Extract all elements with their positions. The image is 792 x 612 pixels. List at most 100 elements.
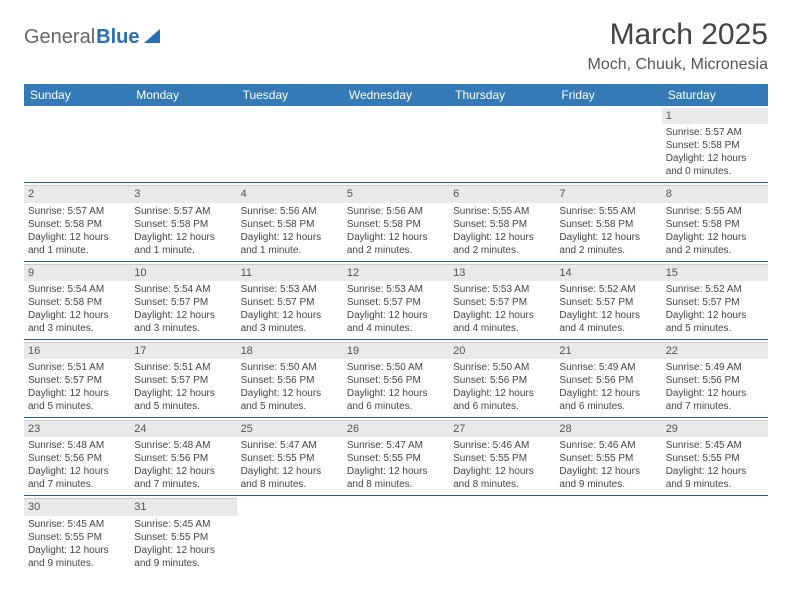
calendar-cell <box>555 106 661 183</box>
cell-sunset: Sunset: 5:56 PM <box>28 452 126 465</box>
cell-daylight2: and 5 minutes. <box>241 400 339 413</box>
cell-sunset: Sunset: 5:55 PM <box>666 452 764 465</box>
calendar-head: SundayMondayTuesdayWednesdayThursdayFrid… <box>24 84 768 106</box>
day-number: 28 <box>555 420 661 437</box>
cell-daylight1: Daylight: 12 hours <box>241 387 339 400</box>
cell-sunset: Sunset: 5:56 PM <box>453 374 551 387</box>
cell-sunrise: Sunrise: 5:53 AM <box>241 283 339 296</box>
cell-sunrise: Sunrise: 5:51 AM <box>28 361 126 374</box>
day-number: 12 <box>343 264 449 281</box>
cell-daylight1: Daylight: 12 hours <box>559 309 657 322</box>
cell-daylight2: and 2 minutes. <box>666 244 764 257</box>
cell-daylight2: and 7 minutes. <box>134 478 232 491</box>
cell-daylight2: and 3 minutes. <box>28 322 126 335</box>
cell-sunset: Sunset: 5:55 PM <box>134 531 232 544</box>
cell-sunrise: Sunrise: 5:45 AM <box>666 439 764 452</box>
cell-sunset: Sunset: 5:57 PM <box>28 374 126 387</box>
cell-sunrise: Sunrise: 5:46 AM <box>453 439 551 452</box>
day-number: 17 <box>130 342 236 359</box>
calendar-cell: 10Sunrise: 5:54 AMSunset: 5:57 PMDayligh… <box>130 261 236 339</box>
cell-sunrise: Sunrise: 5:55 AM <box>666 205 764 218</box>
day-number: 2 <box>24 185 130 202</box>
logo: GeneralBlue <box>24 26 160 49</box>
cell-daylight1: Daylight: 12 hours <box>666 231 764 244</box>
calendar-cell: 30Sunrise: 5:45 AMSunset: 5:55 PMDayligh… <box>24 496 130 574</box>
cell-sunrise: Sunrise: 5:48 AM <box>134 439 232 452</box>
cell-sunset: Sunset: 5:58 PM <box>134 218 232 231</box>
cell-sunset: Sunset: 5:56 PM <box>559 374 657 387</box>
cell-sunset: Sunset: 5:57 PM <box>347 296 445 309</box>
cell-sunset: Sunset: 5:57 PM <box>241 296 339 309</box>
cell-sunset: Sunset: 5:57 PM <box>134 296 232 309</box>
cell-daylight2: and 4 minutes. <box>347 322 445 335</box>
day-number: 27 <box>449 420 555 437</box>
cell-daylight2: and 3 minutes. <box>134 322 232 335</box>
day-number: 8 <box>662 185 768 202</box>
cell-sunset: Sunset: 5:57 PM <box>453 296 551 309</box>
cell-daylight1: Daylight: 12 hours <box>559 231 657 244</box>
calendar-row: 1Sunrise: 5:57 AMSunset: 5:58 PMDaylight… <box>24 106 768 183</box>
day-number: 23 <box>24 420 130 437</box>
cell-daylight1: Daylight: 12 hours <box>28 465 126 478</box>
calendar-cell <box>449 106 555 183</box>
calendar-cell: 1Sunrise: 5:57 AMSunset: 5:58 PMDaylight… <box>662 106 768 183</box>
cell-daylight2: and 1 minute. <box>241 244 339 257</box>
cell-daylight2: and 9 minutes. <box>559 478 657 491</box>
cell-sunset: Sunset: 5:56 PM <box>134 452 232 465</box>
calendar-cell: 25Sunrise: 5:47 AMSunset: 5:55 PMDayligh… <box>237 418 343 496</box>
cell-sunset: Sunset: 5:56 PM <box>347 374 445 387</box>
cell-sunset: Sunset: 5:55 PM <box>241 452 339 465</box>
cell-daylight2: and 3 minutes. <box>241 322 339 335</box>
header: GeneralBlue March 2025 Moch, Chuuk, Micr… <box>24 18 768 74</box>
weekday-header: Wednesday <box>343 84 449 106</box>
cell-sunrise: Sunrise: 5:51 AM <box>134 361 232 374</box>
cell-daylight1: Daylight: 12 hours <box>347 465 445 478</box>
cell-sunrise: Sunrise: 5:49 AM <box>666 361 764 374</box>
calendar-cell: 13Sunrise: 5:53 AMSunset: 5:57 PMDayligh… <box>449 261 555 339</box>
cell-daylight1: Daylight: 12 hours <box>241 231 339 244</box>
calendar-cell: 21Sunrise: 5:49 AMSunset: 5:56 PMDayligh… <box>555 339 661 417</box>
logo-text-a: General <box>24 26 95 49</box>
title-block: March 2025 Moch, Chuuk, Micronesia <box>587 18 768 74</box>
cell-sunrise: Sunrise: 5:53 AM <box>453 283 551 296</box>
cell-daylight2: and 4 minutes. <box>559 322 657 335</box>
cell-sunset: Sunset: 5:57 PM <box>666 296 764 309</box>
calendar-cell: 11Sunrise: 5:53 AMSunset: 5:57 PMDayligh… <box>237 261 343 339</box>
day-number: 19 <box>343 342 449 359</box>
cell-sunrise: Sunrise: 5:54 AM <box>134 283 232 296</box>
cell-daylight2: and 9 minutes. <box>134 557 232 570</box>
day-number: 9 <box>24 264 130 281</box>
calendar-cell: 18Sunrise: 5:50 AMSunset: 5:56 PMDayligh… <box>237 339 343 417</box>
calendar-cell <box>449 496 555 574</box>
calendar-row: 16Sunrise: 5:51 AMSunset: 5:57 PMDayligh… <box>24 339 768 417</box>
cell-sunrise: Sunrise: 5:52 AM <box>559 283 657 296</box>
cell-daylight1: Daylight: 12 hours <box>347 231 445 244</box>
cell-sunrise: Sunrise: 5:46 AM <box>559 439 657 452</box>
cell-sunrise: Sunrise: 5:48 AM <box>28 439 126 452</box>
cell-daylight1: Daylight: 12 hours <box>666 152 764 165</box>
cell-sunrise: Sunrise: 5:50 AM <box>241 361 339 374</box>
day-number: 1 <box>662 108 768 124</box>
day-number: 3 <box>130 185 236 202</box>
calendar-row: 2Sunrise: 5:57 AMSunset: 5:58 PMDaylight… <box>24 183 768 261</box>
weekday-header: Friday <box>555 84 661 106</box>
cell-sunrise: Sunrise: 5:55 AM <box>559 205 657 218</box>
cell-sunrise: Sunrise: 5:57 AM <box>666 126 764 139</box>
calendar-cell <box>343 496 449 574</box>
cell-daylight2: and 7 minutes. <box>666 400 764 413</box>
calendar-cell <box>555 496 661 574</box>
calendar-cell: 24Sunrise: 5:48 AMSunset: 5:56 PMDayligh… <box>130 418 236 496</box>
cell-daylight1: Daylight: 12 hours <box>666 309 764 322</box>
calendar-cell: 6Sunrise: 5:55 AMSunset: 5:58 PMDaylight… <box>449 183 555 261</box>
weekday-header: Thursday <box>449 84 555 106</box>
cell-daylight1: Daylight: 12 hours <box>559 387 657 400</box>
calendar-table: SundayMondayTuesdayWednesdayThursdayFrid… <box>24 84 768 574</box>
day-number: 20 <box>449 342 555 359</box>
calendar-row: 23Sunrise: 5:48 AMSunset: 5:56 PMDayligh… <box>24 418 768 496</box>
calendar-cell: 16Sunrise: 5:51 AMSunset: 5:57 PMDayligh… <box>24 339 130 417</box>
cell-daylight2: and 0 minutes. <box>666 165 764 178</box>
day-number: 10 <box>130 264 236 281</box>
cell-sunrise: Sunrise: 5:52 AM <box>666 283 764 296</box>
cell-daylight2: and 6 minutes. <box>559 400 657 413</box>
cell-sunrise: Sunrise: 5:56 AM <box>241 205 339 218</box>
